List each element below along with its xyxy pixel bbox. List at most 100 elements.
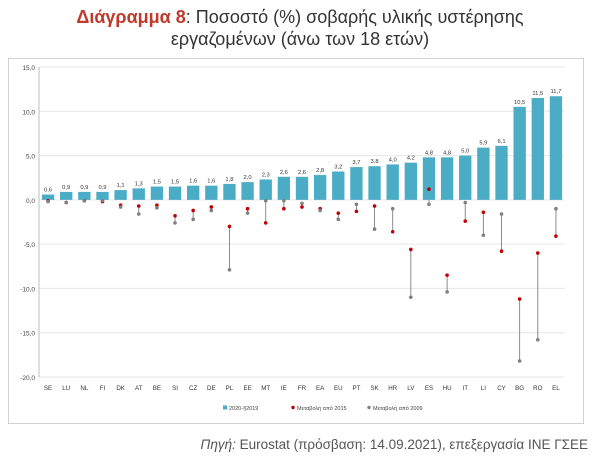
- x-tick-label: DK: [116, 385, 125, 392]
- x-tick-label: CZ: [189, 385, 197, 392]
- x-tick-label: CY: [497, 385, 506, 392]
- chart-number: Διάγραμμα 8: [76, 7, 186, 27]
- bar: [459, 155, 472, 200]
- y-tick-label: -10,0: [20, 286, 35, 293]
- bar-value-label: 1,6: [207, 179, 215, 185]
- x-tick-label: MT: [261, 385, 270, 392]
- point-change-2009: [354, 202, 359, 207]
- bars: [41, 96, 563, 200]
- bar: [531, 98, 544, 200]
- bar: [422, 157, 436, 200]
- point-change-2015: [409, 247, 413, 252]
- bar: [150, 186, 164, 200]
- x-tick-label: NL: [80, 385, 88, 392]
- point-change-2015: [554, 234, 558, 238]
- legend-item-2009-label: Μεταβολή από 2009: [373, 405, 423, 412]
- source-label: Πηγή:: [200, 437, 236, 452]
- bar-value-label: 1,3: [135, 181, 143, 187]
- point-change-2009: [499, 212, 504, 216]
- bar-value-label: 6,1: [497, 139, 505, 145]
- point-change-2009: [535, 338, 540, 342]
- bar-value-label: 2,6: [280, 170, 288, 176]
- point-change-2009: [64, 200, 69, 205]
- bar: [60, 191, 73, 200]
- point-change-2009: [517, 359, 522, 363]
- bar: [168, 186, 182, 200]
- y-tick-label: -20,0: [20, 375, 35, 382]
- point-change-2009: [481, 233, 486, 238]
- x-tick-label: SI: [172, 385, 178, 392]
- bar-value-label: 2,0: [244, 175, 252, 181]
- bar: [277, 176, 291, 200]
- point-change-2009: [136, 212, 141, 216]
- bar-value-label: 5,0: [461, 149, 469, 155]
- point-change-2009: [155, 206, 159, 210]
- bar-value-label: 1,8: [225, 177, 233, 183]
- x-axis: SE LU NL FI DK AT BE SI CZ DE PL EE MT IE FR EA EU PT SK HR…: [44, 385, 560, 392]
- bar-value-label: 0,6: [44, 188, 52, 194]
- point-change-2015: [372, 204, 377, 208]
- point-change-2009: [118, 205, 123, 209]
- bar-value-label: 3,7: [352, 160, 360, 166]
- point-change-2015: [155, 203, 159, 207]
- legend: 2020-§2019 Μεταβολή από 2015 Μεταβολή από …: [223, 405, 423, 412]
- point-change-2009: [372, 227, 377, 231]
- x-tick-label: FI: [100, 385, 106, 392]
- point-change-2015: [300, 205, 304, 209]
- point-change-2009: [173, 221, 177, 225]
- bar-value-label: 3,8: [371, 159, 379, 165]
- point-change-2015: [245, 206, 250, 211]
- bar: [295, 176, 309, 200]
- legend-item-bars-swatch: [223, 405, 227, 410]
- bar-value-label: 2,3: [262, 172, 270, 178]
- point-change-2009: [336, 217, 341, 222]
- x-tick-label: LV: [407, 385, 415, 392]
- y-tick-label: -15,0: [20, 331, 35, 338]
- chart-title: Διάγραμμα 8: Ποσοστό (%) σοβαρής υλικής …: [0, 6, 600, 50]
- point-change-2015: [227, 224, 232, 229]
- x-tick-label: EE: [243, 385, 251, 392]
- bar: [114, 190, 127, 200]
- x-tick-label: IT: [462, 385, 468, 392]
- point-change-2009: [282, 198, 286, 203]
- bar: [350, 167, 363, 200]
- point-change-2015: [481, 210, 486, 215]
- point-change-2009: [46, 199, 50, 204]
- point-change-2009: [245, 211, 250, 215]
- x-tick-label: SK: [370, 385, 379, 392]
- bar: [404, 162, 417, 200]
- bar-value-label: 4,2: [407, 156, 415, 162]
- point-change-2009: [409, 295, 413, 300]
- bar: [259, 179, 272, 200]
- x-tick-label: EA: [316, 385, 325, 392]
- x-tick-label: ES: [425, 385, 433, 392]
- chart-frame: 15,0 10,0 5,0 0,0 -5,0 -10,0 -15,0 -20,0 0,6 0,9…: [8, 58, 584, 424]
- point-change-2015: [173, 214, 177, 218]
- point-change-2015: [191, 208, 195, 213]
- point-change-2009: [191, 217, 195, 222]
- bar-value-label: 4,8: [443, 150, 451, 156]
- point-change-2015: [535, 251, 540, 255]
- bar-value-label: 2,8: [316, 168, 324, 174]
- chart-title-text: : Ποσοστό (%) σοβαρής υλικής υστέρησης: [185, 7, 524, 27]
- bar: [477, 147, 490, 200]
- bar: [96, 191, 109, 200]
- chart-svg: 15,0 10,0 5,0 0,0 -5,0 -10,0 -15,0 -20,0 0,6 0,9…: [20, 65, 565, 412]
- point-change-2009: [318, 208, 322, 213]
- bar-value-label: 5,9: [479, 141, 487, 147]
- bar-value-label: 1,5: [153, 180, 161, 186]
- bar: [440, 157, 454, 200]
- x-tick-label: EL: [552, 385, 560, 392]
- x-tick-label: PL: [226, 385, 234, 392]
- point-change-2009: [263, 198, 268, 203]
- point-change-2009: [427, 202, 431, 207]
- x-tick-label: RO: [533, 385, 542, 392]
- point-change-2015: [499, 249, 504, 254]
- y-tick-label: 5,0: [26, 154, 35, 161]
- x-tick-label: SE: [44, 385, 52, 392]
- legend-item-bars-label: 2020-§2019: [229, 406, 258, 412]
- point-change-2015: [445, 273, 449, 277]
- x-tick-label: PT: [352, 385, 360, 392]
- bar: [368, 166, 381, 200]
- point-change-2015: [136, 204, 141, 208]
